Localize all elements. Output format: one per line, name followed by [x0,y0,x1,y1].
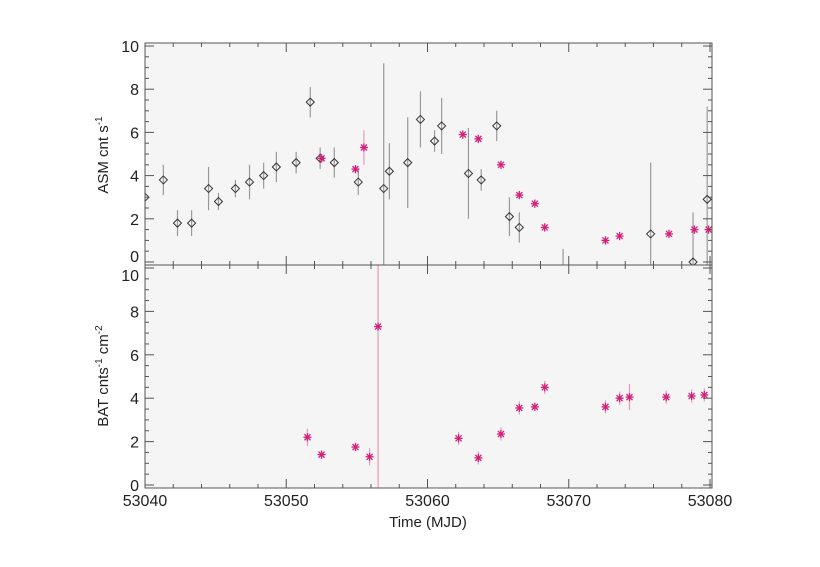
asm-diamond-point [702,194,712,205]
asterisk-point [690,225,699,234]
asm-diamond-point [305,97,315,107]
y-tick-label: 0 [130,478,139,495]
asm-diamond-point [384,166,395,176]
asm-y-axis-label: ASM cnt s-1 [94,116,112,194]
asterisk-point [662,393,671,402]
asterisk-point [665,229,674,238]
asm-diamond-point [145,192,150,202]
asm-diamond-point [504,211,515,222]
asterisk-point [317,450,326,459]
asm-diamond-point [436,121,447,131]
asm-diamond-point [379,183,389,194]
asterisk-point [625,393,634,402]
y-tick-label: 0 [130,249,139,266]
asm-diamond-point [213,196,224,207]
asterisk-point [540,383,549,392]
bat-y-axis-label: BAT cnts-1 cm-2 [94,325,112,427]
asm-diamond-point [415,114,426,125]
asterisk-point [351,165,360,174]
asterisk-point [351,443,360,452]
asterisk-point [458,130,467,139]
asm-diamond-point [203,183,214,194]
asm-diamond-point [353,177,363,187]
y-tick-label: 6 [130,125,139,142]
asm-diamond-point [230,183,241,194]
asterisk-point [365,452,374,461]
x-tick-label: 53050 [264,493,309,510]
y-tick-label: 2 [130,435,139,452]
asm-diamond-point [429,136,440,146]
asterisk-point [374,322,383,331]
asm-diamond-point [172,218,183,228]
asm-diamond-point [403,157,413,168]
asm-diamond-point [158,175,169,185]
y-tick-label: 8 [130,304,139,321]
y-tick-label: 4 [130,391,139,408]
asm-diamond-point [645,229,656,239]
y-tick-label: 6 [130,348,139,365]
x-axis-label: Time (MJD) [389,514,467,531]
asterisk-point [474,134,483,143]
y-tick-label: 10 [121,268,139,285]
asterisk-point [454,434,463,443]
x-tick-label: 53070 [547,493,592,510]
asterisk-point [359,143,368,152]
asterisk-point [615,394,624,403]
asm-panel-marks [145,63,712,265]
x-tick-label: 53040 [123,493,168,510]
asterisk-point [496,430,505,439]
y-tick-label: 8 [130,82,139,99]
asm-diamond-point [291,157,301,168]
asterisk-point [530,199,539,208]
asm-diamond-point [271,162,282,172]
y-tick-label: 10 [121,39,139,56]
asterisk-point [515,191,524,200]
asm-diamond-point [244,177,255,187]
asm-diamond-point [476,175,486,185]
asm-diamond-point [329,157,339,168]
asm-diamond-point [514,222,525,233]
y-tick-label: 4 [130,169,139,186]
asterisk-point [515,403,524,412]
asterisk-point [496,160,505,169]
y-tick-label: 2 [130,212,139,229]
asterisk-point [303,433,312,442]
asm-diamond-point [186,218,197,228]
asm-diamond-point [463,168,474,179]
x-tick-label: 53060 [405,493,450,510]
asterisk-point [700,390,709,399]
asterisk-point [687,392,696,401]
axes: 0 2 4 6 8 10 0 2 4 6 8 10 53040 53050 53060 53070 53080 [121,39,732,510]
asterisk-point [601,402,610,411]
asterisk-point [530,402,539,411]
asm-diamond-point [492,121,502,131]
x-tick-label: 53080 [688,493,733,510]
bat-panel-marks [303,265,709,488]
asterisk-point [540,223,549,232]
asm-diamond-point [688,257,698,265]
asm-diamond-point [258,170,269,181]
asterisk-point [474,453,483,462]
asterisk-point [615,232,624,241]
asterisk-point [601,236,610,245]
asterisk-point [317,154,326,163]
